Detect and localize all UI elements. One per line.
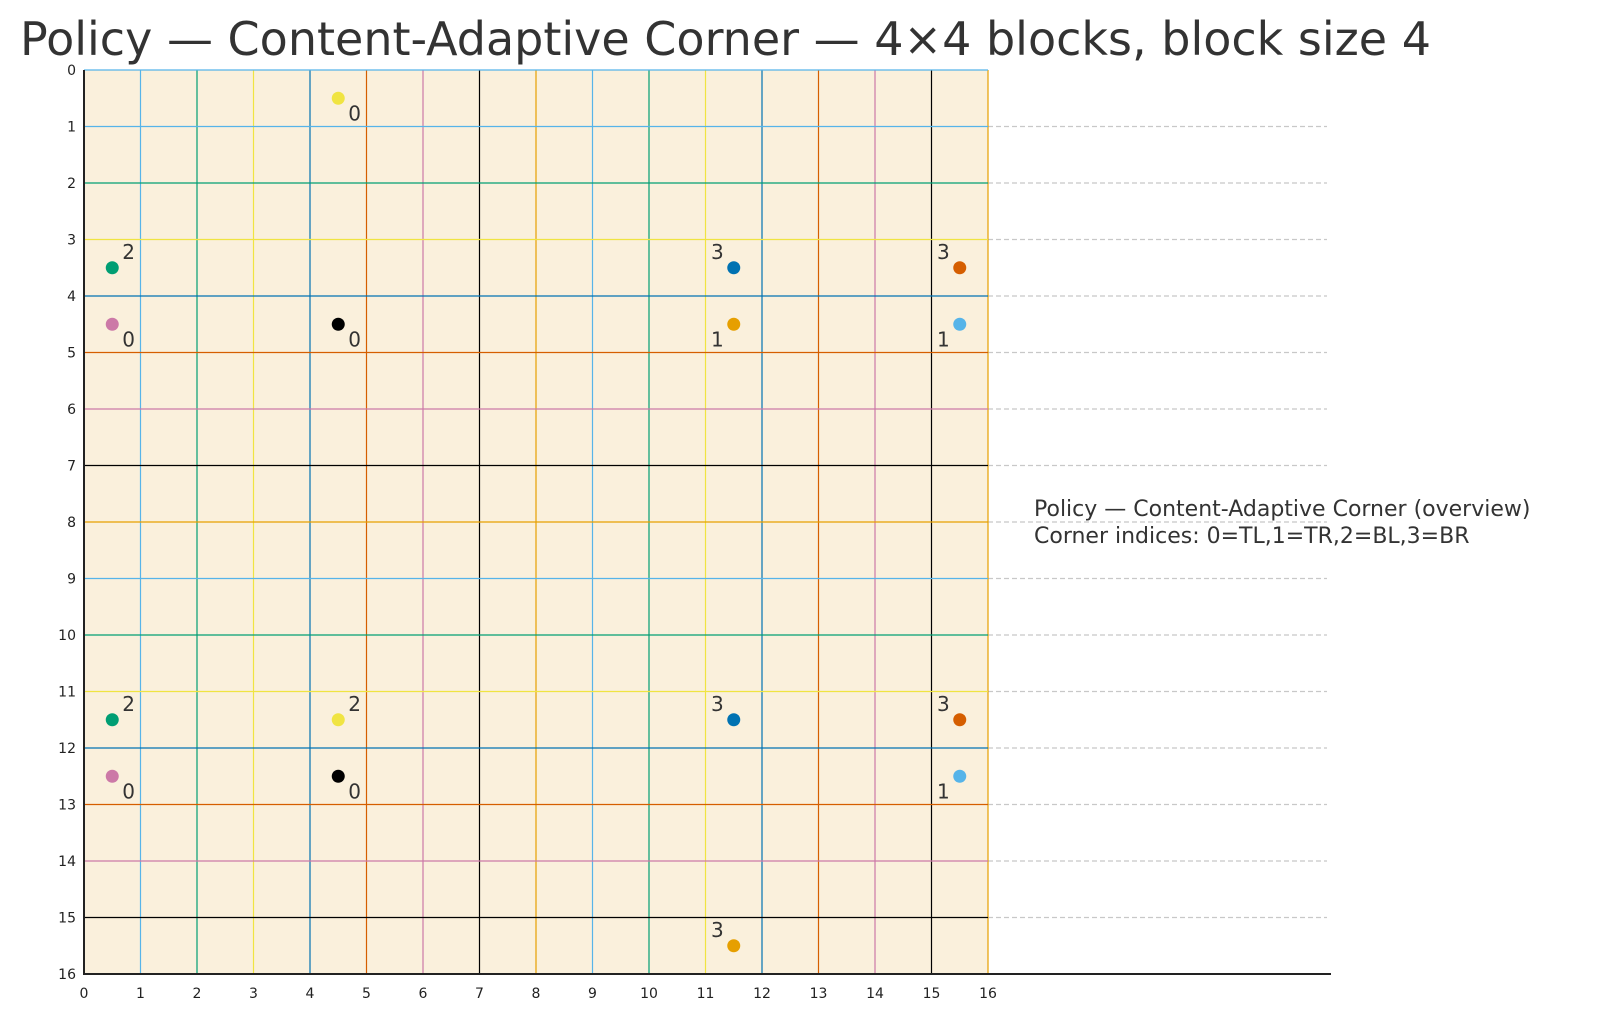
y-tick-label: 1 bbox=[67, 120, 76, 136]
corner-index-label: 3 bbox=[711, 918, 724, 942]
y-tick-label: 6 bbox=[67, 402, 76, 418]
corner-point bbox=[331, 769, 345, 783]
x-tick-label: 12 bbox=[753, 986, 771, 1002]
y-tick-label: 12 bbox=[58, 741, 76, 757]
corner-point bbox=[105, 317, 119, 331]
x-tick-label: 3 bbox=[249, 986, 258, 1002]
y-tick-label: 9 bbox=[67, 572, 76, 588]
corner-index-label: 1 bbox=[937, 327, 950, 351]
x-tick-label: 9 bbox=[588, 986, 597, 1002]
annotation-line-2: Corner indices: 0=TL,1=TR,2=BL,3=BR bbox=[1034, 524, 1469, 549]
y-tick-label: 11 bbox=[58, 685, 76, 701]
x-tick-label: 8 bbox=[532, 986, 541, 1002]
chart-title: Policy — Content-Adaptive Corner — 4×4 b… bbox=[20, 12, 1431, 66]
x-tick-label: 10 bbox=[640, 986, 658, 1002]
corner-index-label: 2 bbox=[348, 692, 361, 716]
corner-point bbox=[331, 317, 345, 331]
corner-point bbox=[331, 91, 345, 105]
corner-point bbox=[727, 939, 741, 953]
y-tick-label: 15 bbox=[58, 911, 76, 927]
corner-index-label: 3 bbox=[937, 692, 950, 716]
y-tick-label: 7 bbox=[67, 459, 76, 475]
corner-index-label: 0 bbox=[348, 101, 361, 125]
corner-index-label: 3 bbox=[711, 240, 724, 264]
corner-point bbox=[727, 317, 741, 331]
corner-index-label: 0 bbox=[122, 327, 135, 351]
corner-index-label: 0 bbox=[348, 779, 361, 803]
corner-index-label: 2 bbox=[122, 240, 135, 264]
y-tick-label: 16 bbox=[58, 967, 76, 983]
corner-point bbox=[953, 317, 967, 331]
corner-point bbox=[953, 261, 967, 275]
corner-index-label: 3 bbox=[937, 240, 950, 264]
y-tick-label: 3 bbox=[67, 233, 76, 249]
x-tick-label: 15 bbox=[923, 986, 941, 1002]
x-tick-label: 1 bbox=[136, 986, 145, 1002]
corner-point bbox=[953, 769, 967, 783]
x-tick-label: 6 bbox=[419, 986, 428, 1002]
x-tick-label: 7 bbox=[475, 986, 484, 1002]
corner-index-label: 3 bbox=[711, 692, 724, 716]
y-tick-label: 10 bbox=[58, 628, 76, 644]
corner-index-label: 1 bbox=[937, 779, 950, 803]
y-tick-label: 0 bbox=[67, 63, 76, 79]
corner-point bbox=[953, 713, 967, 727]
annotation-line-1: Policy — Content-Adaptive Corner (overvi… bbox=[1034, 497, 1530, 522]
x-tick-label: 14 bbox=[866, 986, 884, 1002]
corner-point bbox=[105, 261, 119, 275]
corner-index-label: 1 bbox=[711, 327, 724, 351]
y-tick-label: 2 bbox=[67, 176, 76, 192]
corner-index-label: 2 bbox=[122, 692, 135, 716]
x-tick-label: 11 bbox=[697, 986, 715, 1002]
x-tick-label: 0 bbox=[80, 986, 89, 1002]
corner-point bbox=[105, 713, 119, 727]
y-tick-label: 8 bbox=[67, 515, 76, 531]
corner-point bbox=[727, 261, 741, 275]
corner-index-label: 0 bbox=[348, 327, 361, 351]
x-tick-label: 5 bbox=[362, 986, 371, 1002]
corner-point bbox=[331, 713, 345, 727]
x-tick-label: 13 bbox=[810, 986, 828, 1002]
y-tick-label: 4 bbox=[67, 289, 76, 305]
corner-point bbox=[105, 769, 119, 783]
y-tick-label: 14 bbox=[58, 854, 76, 870]
x-tick-label: 4 bbox=[306, 986, 315, 1002]
corner-index-label: 0 bbox=[122, 779, 135, 803]
y-tick-label: 5 bbox=[67, 346, 76, 362]
plot-area: 0 1 2 3 4 5 6 7 8 9 10 11 12 13 14 15 160123456789101112… bbox=[58, 63, 1331, 1002]
x-tick-label: 2 bbox=[193, 986, 202, 1002]
x-tick-label: 16 bbox=[979, 986, 997, 1002]
corner-point bbox=[727, 713, 741, 727]
y-tick-label: 13 bbox=[58, 798, 76, 814]
